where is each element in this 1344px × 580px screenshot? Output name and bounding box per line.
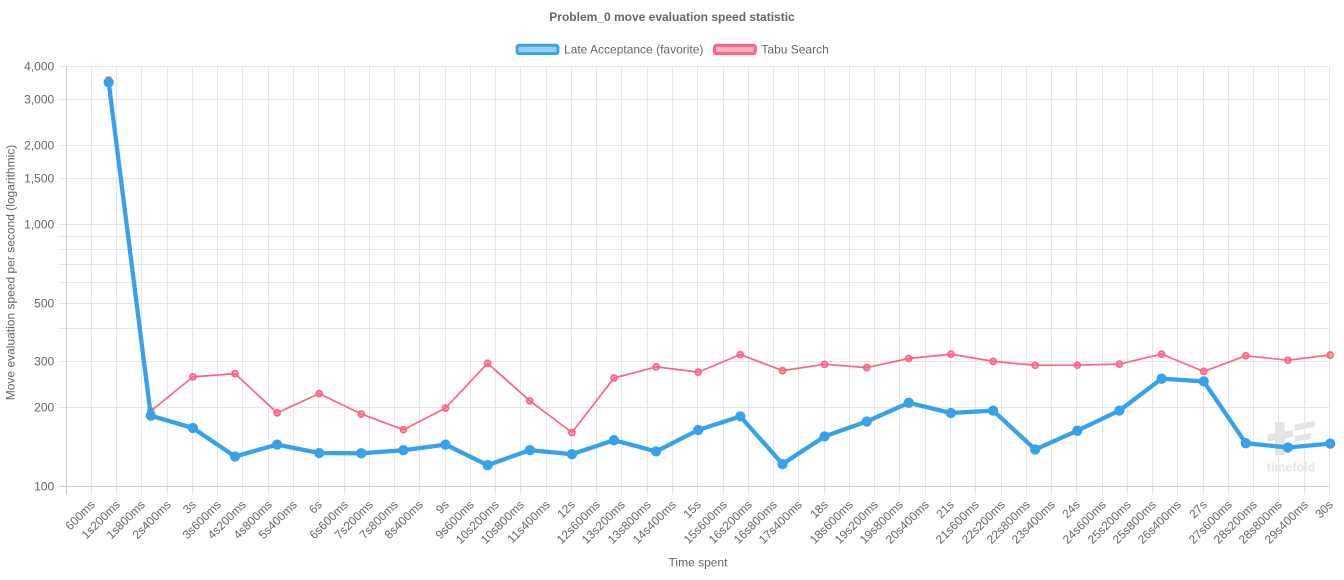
svg-text:Tabu Search: Tabu Search (761, 43, 828, 57)
svg-text:3,000: 3,000 (24, 93, 54, 107)
svg-text:1,000: 1,000 (24, 218, 54, 232)
svg-text:4,000: 4,000 (24, 60, 54, 74)
svg-text:1,500: 1,500 (24, 172, 54, 186)
svg-text:Move evaluation speed per seco: Move evaluation speed per second (logari… (4, 145, 18, 400)
svg-text:Time spent: Time spent (669, 556, 729, 570)
svg-text:200: 200 (34, 401, 54, 415)
svg-text:2,000: 2,000 (24, 139, 54, 153)
svg-text:500: 500 (34, 297, 54, 311)
svg-text:300: 300 (34, 355, 54, 369)
svg-text:Late Acceptance (favorite): Late Acceptance (favorite) (564, 43, 703, 57)
svg-text:Problem_0 move evaluation spee: Problem_0 move evaluation speed statisti… (549, 10, 795, 24)
svg-text:timefold: timefold (1267, 461, 1316, 475)
svg-text:100: 100 (34, 480, 54, 494)
